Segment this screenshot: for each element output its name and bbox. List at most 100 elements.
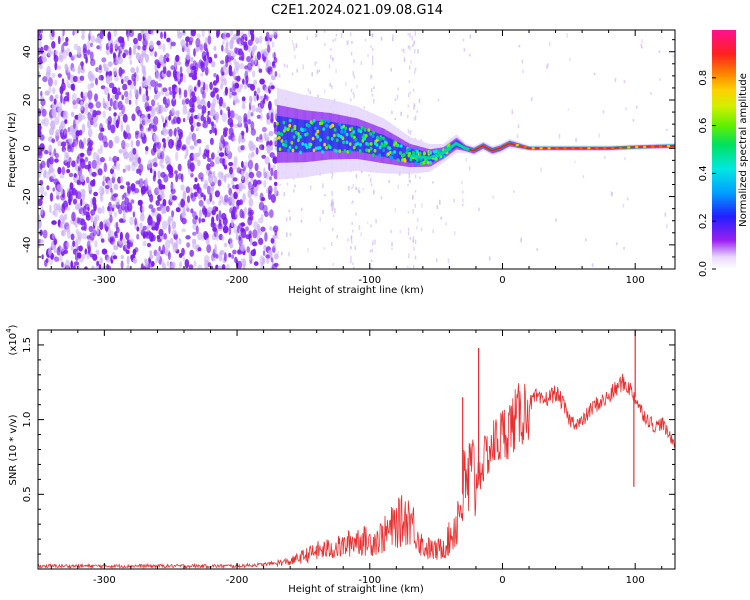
faint-noise bbox=[323, 89, 326, 94]
ridge-speckle bbox=[373, 148, 377, 153]
noise-blob bbox=[215, 232, 219, 242]
faint-noise bbox=[279, 183, 281, 187]
noise-blob bbox=[40, 205, 44, 216]
faint-noise bbox=[436, 205, 439, 209]
noise-blob bbox=[231, 179, 235, 186]
ridge-glint bbox=[523, 146, 527, 148]
faint-noise bbox=[347, 238, 349, 242]
ridge-mid bbox=[360, 127, 363, 153]
noise-blob bbox=[234, 210, 239, 219]
noise-blob bbox=[125, 142, 130, 148]
ridge-speckle bbox=[352, 130, 356, 134]
noise-blob bbox=[122, 168, 126, 173]
faint-noise bbox=[316, 69, 319, 74]
noise-blob bbox=[225, 32, 231, 38]
noise-blob bbox=[175, 173, 179, 183]
noise-blob bbox=[230, 30, 234, 36]
faint-noise bbox=[626, 197, 629, 201]
noise-blob bbox=[203, 254, 210, 264]
faint-noise bbox=[352, 73, 355, 76]
faint-noise bbox=[465, 158, 467, 162]
ridge-speckle bbox=[297, 132, 300, 136]
faint-noise bbox=[521, 59, 524, 64]
faint-streak bbox=[407, 211, 410, 214]
ridge-speckle bbox=[375, 143, 379, 147]
faint-noise bbox=[291, 39, 294, 44]
ridge-speckle bbox=[330, 137, 334, 141]
ridge-speckle bbox=[383, 140, 387, 144]
noise-blob bbox=[66, 161, 71, 169]
noise-blob bbox=[224, 159, 228, 166]
noise-blob bbox=[49, 192, 54, 202]
noise-blob bbox=[166, 37, 171, 43]
ridge-speckle bbox=[288, 145, 292, 150]
noise-blob bbox=[78, 245, 83, 252]
faint-noise bbox=[319, 216, 321, 222]
noise-blob bbox=[273, 234, 278, 239]
noise-blob bbox=[162, 184, 166, 190]
noise-blob bbox=[197, 79, 201, 88]
ridge-glint bbox=[651, 145, 655, 148]
noise-blob bbox=[142, 240, 147, 247]
faint-noise bbox=[355, 212, 357, 216]
noise-blob bbox=[133, 37, 138, 45]
faint-streak bbox=[332, 198, 334, 203]
noise-blob bbox=[86, 49, 91, 55]
faint-noise bbox=[391, 242, 393, 246]
noise-blob bbox=[54, 50, 59, 55]
noise-blob bbox=[177, 163, 182, 172]
faint-noise bbox=[672, 54, 675, 58]
noise-blob bbox=[127, 164, 131, 172]
y-tick-label: 0.5 bbox=[22, 486, 33, 502]
noise-blob bbox=[52, 187, 55, 192]
noise-blob bbox=[145, 53, 149, 63]
noise-blob bbox=[205, 144, 210, 151]
faint-noise bbox=[294, 55, 296, 59]
noise-blob bbox=[105, 75, 111, 85]
noise-blob bbox=[160, 151, 165, 160]
noise-blob bbox=[142, 225, 147, 231]
noise-blob bbox=[120, 260, 124, 269]
ridge-glint bbox=[555, 147, 559, 150]
noise-blob bbox=[147, 105, 153, 112]
noise-blob bbox=[253, 261, 259, 266]
noise-blob bbox=[161, 220, 168, 230]
faint-noise bbox=[400, 111, 402, 116]
noise-blob bbox=[67, 83, 72, 89]
noise-blob bbox=[212, 80, 218, 86]
noise-blob bbox=[206, 244, 212, 254]
ridge-speckle bbox=[408, 147, 411, 151]
ridge-speckle bbox=[309, 142, 313, 147]
noise-blob bbox=[112, 241, 116, 247]
noise-blob bbox=[261, 197, 265, 202]
noise-blob bbox=[164, 92, 170, 97]
x-tick-label: 0 bbox=[499, 575, 505, 586]
ridge-speckle bbox=[378, 138, 382, 142]
noise-blob bbox=[62, 41, 69, 47]
faint-streak bbox=[407, 183, 409, 186]
noise-blob bbox=[40, 239, 44, 244]
noise-blob bbox=[116, 156, 120, 162]
noise-blob bbox=[168, 114, 172, 121]
noise-blob bbox=[121, 69, 125, 74]
faint-noise bbox=[380, 196, 383, 200]
ridge-speckle bbox=[399, 144, 403, 148]
noise-blob bbox=[197, 122, 201, 127]
noise-blob bbox=[84, 266, 88, 269]
ridge-speckle bbox=[335, 138, 339, 143]
faint-noise bbox=[345, 82, 347, 87]
noise-blob bbox=[250, 112, 254, 117]
noise-blob bbox=[135, 88, 140, 99]
faint-noise bbox=[658, 50, 661, 53]
ridge-speckle bbox=[434, 149, 438, 154]
ridge-speckle bbox=[325, 145, 328, 150]
ridge-speckle bbox=[435, 157, 438, 161]
faint-streak bbox=[372, 48, 374, 51]
faint-streak bbox=[331, 201, 333, 206]
noise-blob bbox=[66, 225, 71, 233]
noise-blob bbox=[69, 182, 74, 190]
noise-blob bbox=[225, 173, 231, 178]
ridge-mid bbox=[303, 119, 305, 153]
faint-noise bbox=[335, 68, 337, 74]
ridge-speckle bbox=[367, 142, 370, 147]
